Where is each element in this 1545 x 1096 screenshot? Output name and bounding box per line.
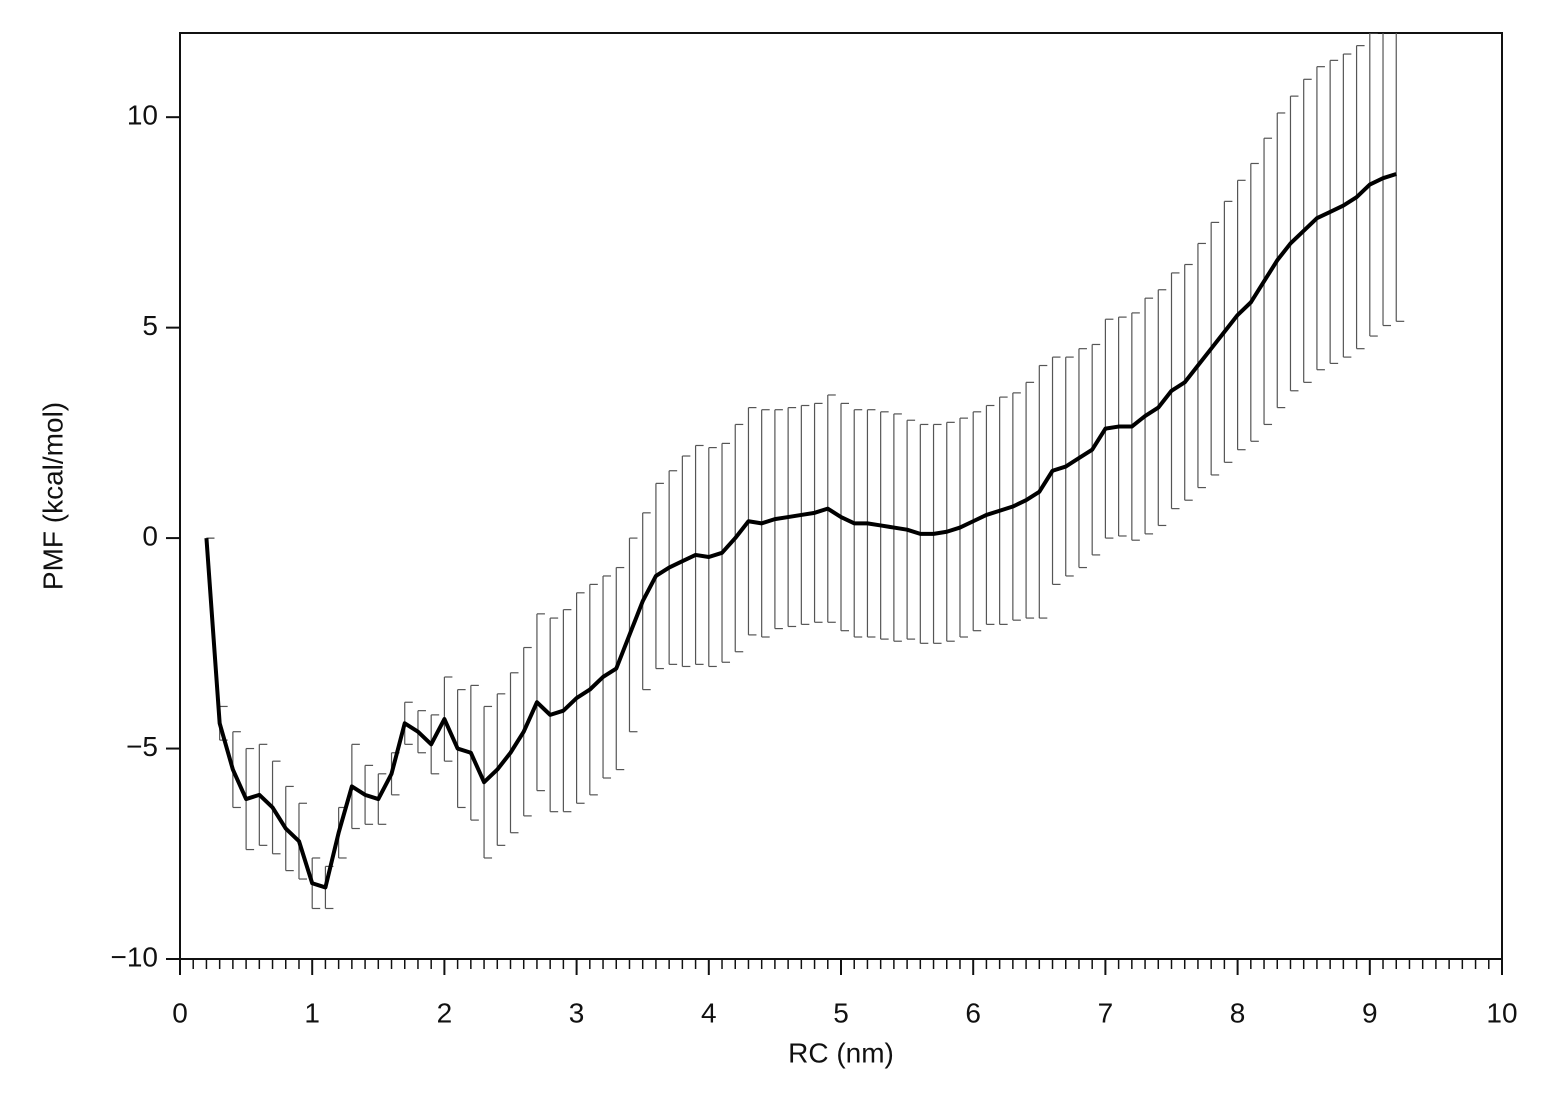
error-bar xyxy=(1395,33,1405,322)
x-tick-label: 7 xyxy=(1098,997,1114,1028)
x-tick-label: 0 xyxy=(172,997,188,1028)
y-axis-label: PMF (kcal/mol) xyxy=(37,402,68,590)
x-tick-label: 9 xyxy=(1362,997,1378,1028)
plot-area xyxy=(204,33,1405,910)
y-tick-label: 0 xyxy=(142,520,158,551)
y-tick-label: 5 xyxy=(142,310,158,341)
y-tick-label: −5 xyxy=(126,731,158,762)
x-tick-label: 6 xyxy=(965,997,981,1028)
y-tick-label: −10 xyxy=(111,941,159,972)
x-tick-label: 2 xyxy=(437,997,453,1028)
x-tick-label: 1 xyxy=(304,997,320,1028)
x-axis-label: RC (nm) xyxy=(788,1037,894,1068)
x-tick-label: 10 xyxy=(1486,997,1517,1028)
pmf-line xyxy=(204,172,1397,890)
x-tick-label: 3 xyxy=(569,997,585,1028)
x-tick-label: 8 xyxy=(1230,997,1246,1028)
x-tick-label: 5 xyxy=(833,997,849,1028)
y-tick-label: 10 xyxy=(127,100,158,131)
x-tick-label: 4 xyxy=(701,997,717,1028)
